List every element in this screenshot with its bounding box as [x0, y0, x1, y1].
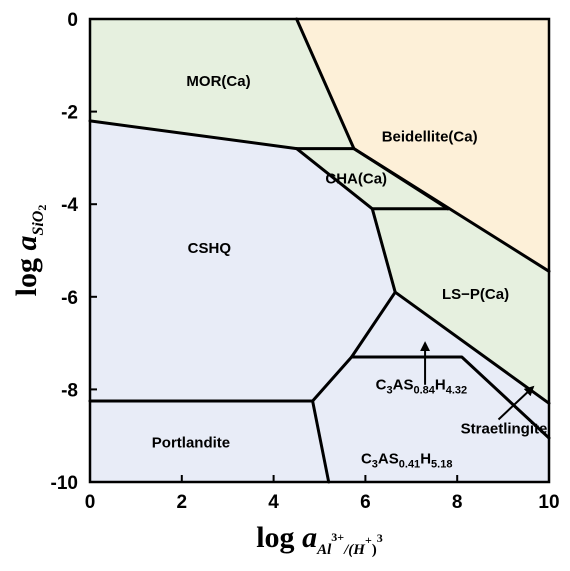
- boundary-line-5: [311, 399, 331, 484]
- boundary-line-6: [393, 290, 551, 405]
- annotations: C3AS0.84H4.32 Straetlingite C3AS0.41H5.18: [361, 341, 548, 470]
- region-labels: MOR(Ca) Beidellite(Ca) CHA(Ca) LS−P(Ca) CSHQ…: [152, 73, 509, 451]
- y-tick-label: -8: [61, 380, 78, 401]
- annotation-arrow-stratlingite: [497, 385, 535, 421]
- y-axis-title: log aSiO2: [10, 205, 49, 297]
- annotation-label-c3as084: C3AS0.84H4.32: [376, 376, 468, 396]
- y-tick-label: -4: [61, 195, 78, 216]
- x-tick-label: 0: [85, 492, 96, 513]
- x-axis-title: log aAl3+/(H+)3: [256, 521, 383, 558]
- region-c3as084: [312, 357, 549, 482]
- annotation-label-c3as041: C3AS0.41H5.18: [361, 450, 453, 470]
- y-tick-label: -2: [61, 103, 78, 124]
- y-tick-label: -6: [61, 288, 78, 309]
- region-stratlingite: [351, 292, 549, 438]
- region-label-portlandite: Portlandite: [152, 434, 230, 451]
- y-tick-label: 0: [67, 10, 78, 31]
- region-label-cshq: CSHQ: [188, 240, 232, 257]
- region-beidellite: [296, 19, 549, 272]
- region-label-cha: CHA(Ca): [325, 170, 387, 187]
- phase-boundaries: [88, 17, 551, 484]
- region-label-lsp: LS−P(Ca): [442, 286, 509, 303]
- x-tick-label: 10: [538, 492, 559, 513]
- y-tick-label: -10: [51, 473, 78, 494]
- x-tick-label: 6: [360, 492, 371, 513]
- region-cha: [296, 148, 448, 209]
- x-tick-label: 4: [268, 492, 279, 513]
- x-tick-label: 8: [452, 492, 463, 513]
- region-label-beidellite: Beidellite(Ca): [382, 129, 478, 146]
- boundary-line-3: [352, 147, 450, 211]
- region-lsp: [353, 148, 549, 404]
- phase-regions: [90, 19, 549, 482]
- plot-area-frame: [88, 17, 551, 484]
- region-cshq: [90, 120, 396, 402]
- region-label-mor: MOR(Ca): [186, 73, 250, 90]
- axes: 0 2 4 6 8 10 0 -2 -4 -6 -8 -10: [51, 10, 560, 513]
- region-portlandite: [90, 401, 329, 482]
- region-mor: [90, 19, 354, 149]
- boundary-line-7: [350, 355, 551, 440]
- annotation-label-stratlingite: Straetlingite: [461, 420, 548, 437]
- x-tick-label: 2: [177, 492, 188, 513]
